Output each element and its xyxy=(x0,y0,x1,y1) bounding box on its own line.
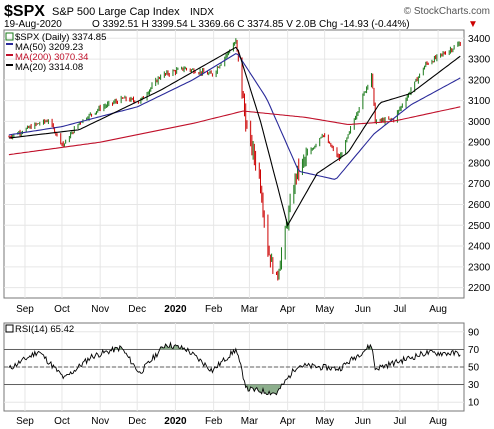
x-tick-label: Oct xyxy=(54,416,70,427)
x-tick-label: Sep xyxy=(16,416,34,427)
legend-ma20: MA(20) 3314.08 xyxy=(15,62,83,73)
x-tick-label: Oct xyxy=(54,304,70,315)
y-tick-label: 30 xyxy=(468,380,480,391)
price-x-axis: Sep Oct Nov Dec 2020 Feb Mar Apr May Jun Jul Aug xyxy=(16,304,447,315)
x-tick-label: 2020 xyxy=(164,416,187,427)
price-panel xyxy=(3,29,465,299)
legend-swatch-price xyxy=(5,32,14,41)
watermark: © StockCharts.com xyxy=(404,6,490,17)
y-tick-label: 2400 xyxy=(468,242,491,253)
y-tick-label: 3200 xyxy=(468,75,491,86)
x-tick-label: Dec xyxy=(128,304,146,315)
y-tick-label: 10 xyxy=(468,398,480,409)
x-tick-label: 2020 xyxy=(164,304,187,315)
ma200-line xyxy=(8,106,461,156)
price-series-layer xyxy=(8,38,461,281)
legend-ma50: MA(50) 3209.23 xyxy=(15,42,83,53)
x-tick-label: Jun xyxy=(355,416,371,427)
y-tick-label: 3300 xyxy=(468,55,491,66)
y-tick-label: 90 xyxy=(468,327,480,338)
symbol-title: $SPX xyxy=(4,3,45,20)
x-tick-label: Jul xyxy=(393,416,406,427)
legend-swatch-ma50 xyxy=(6,43,13,45)
legend-swatch-ma200 xyxy=(6,54,13,56)
y-tick-label: 2300 xyxy=(468,262,491,273)
y-tick-label: 2900 xyxy=(468,138,491,149)
change-down-icon: ▼ xyxy=(468,19,478,30)
x-tick-label: Apr xyxy=(280,416,296,427)
y-tick-label: 50 xyxy=(468,363,480,374)
legend-price: $SPX (Daily) 3374.85 xyxy=(15,32,106,43)
rsi-x-axis: Sep Oct Nov Dec 2020 Feb Mar Apr May Jun Jul Aug xyxy=(16,416,447,427)
index-name: S&P 500 Large Cap Index xyxy=(52,6,180,18)
ma50-line xyxy=(8,52,461,180)
y-tick-label: 2200 xyxy=(468,283,491,294)
x-tick-label: Mar xyxy=(241,304,259,315)
legend-swatch-rsi xyxy=(5,324,14,333)
x-tick-label: May xyxy=(315,416,334,427)
x-tick-label: Sep xyxy=(16,304,34,315)
x-tick-label: Aug xyxy=(429,416,447,427)
x-tick-label: Nov xyxy=(91,304,109,315)
x-tick-label: Feb xyxy=(205,304,223,315)
y-tick-label: 3100 xyxy=(468,96,491,107)
x-tick-label: Nov xyxy=(91,416,109,427)
x-tick-label: Jun xyxy=(355,304,371,315)
legend-ma200: MA(200) 3070.34 xyxy=(15,52,88,63)
x-tick-label: Mar xyxy=(241,416,259,427)
rsi-series-layer xyxy=(4,341,464,396)
y-tick-label: 70 xyxy=(468,345,480,356)
price-y-axis: 2200 2300 2400 2500 2600 2700 2800 2900 3000 3100… xyxy=(468,34,491,294)
quote-values: O 3392.51 H 3399.54 L 3369.66 C 3374.85 … xyxy=(92,19,410,30)
price-legend: $SPX (Daily) 3374.85 MA(50) 3209.23 MA(2… xyxy=(5,32,106,73)
y-tick-label: 2700 xyxy=(468,179,491,190)
x-tick-label: May xyxy=(315,304,334,315)
quote-date: 19-Aug-2020 xyxy=(4,19,62,30)
y-tick-label: 2500 xyxy=(468,221,491,232)
y-tick-label: 2600 xyxy=(468,200,491,211)
x-tick-label: Feb xyxy=(205,416,223,427)
x-tick-label: Dec xyxy=(128,416,146,427)
y-tick-label: 3000 xyxy=(468,117,491,128)
x-tick-label: Jul xyxy=(393,304,406,315)
y-tick-label: 2800 xyxy=(468,158,491,169)
legend-swatch-ma20 xyxy=(6,64,13,66)
x-tick-label: Aug xyxy=(429,304,447,315)
ma20-line xyxy=(8,46,461,227)
rsi-line xyxy=(8,341,461,396)
rsi-y-axis: 10 30 50 70 90 xyxy=(468,327,480,408)
y-tick-label: 3400 xyxy=(468,34,491,45)
x-tick-label: Apr xyxy=(280,304,296,315)
rsi-label: RSI(14) 65.42 xyxy=(15,324,74,335)
exchange-label: INDX xyxy=(190,7,214,18)
